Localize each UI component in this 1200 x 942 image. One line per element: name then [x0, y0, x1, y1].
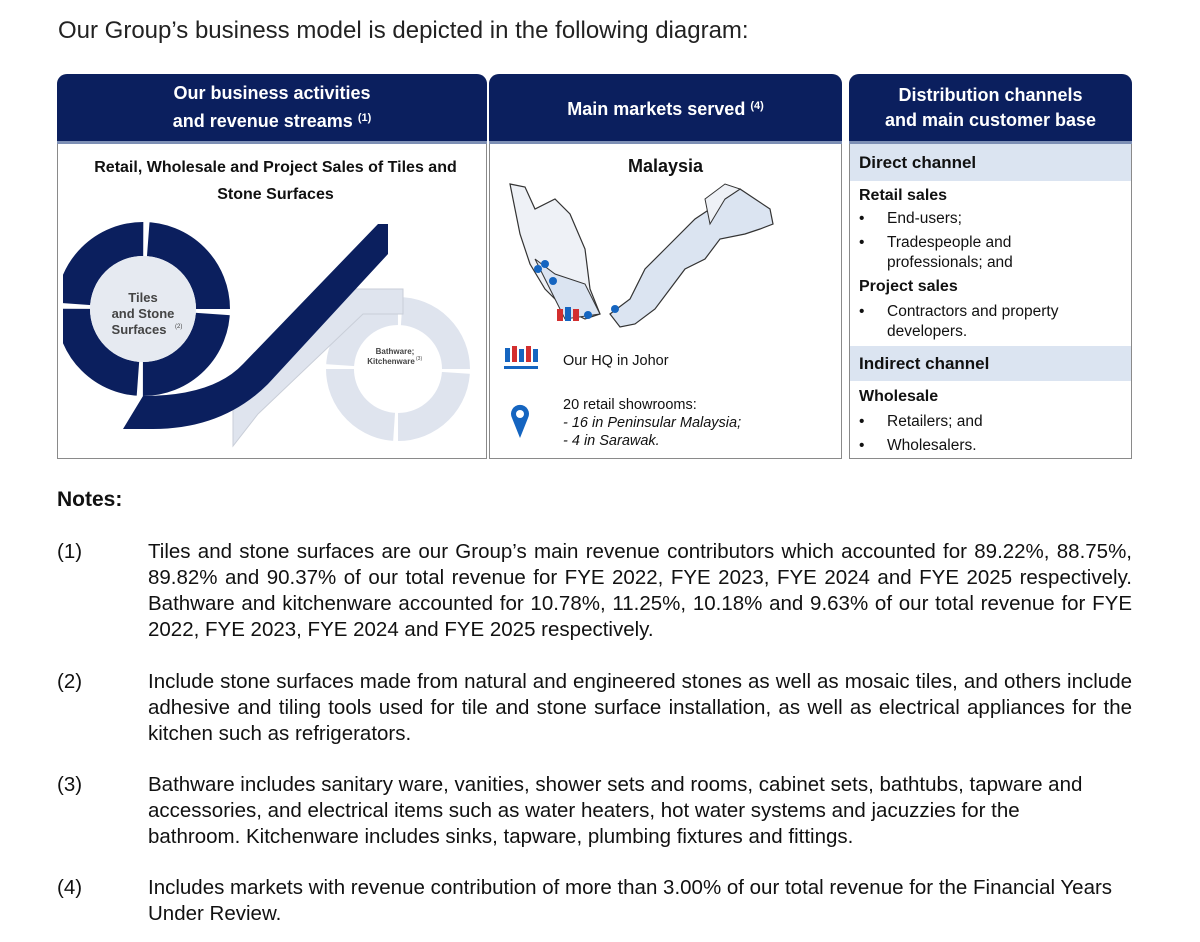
direct-channel-bar: Direct channel: [850, 144, 1131, 181]
business-activities-panel: Our business activities and revenue strea…: [57, 74, 487, 459]
note-text: Bathware includes sanitary ware, vanitie…: [148, 773, 1083, 848]
indirect-channel-bar: Indirect channel: [850, 346, 1131, 381]
note-text: Includes markets with revenue contributi…: [148, 876, 1113, 925]
bullet-text: Contractors and property developers.: [887, 303, 1059, 340]
note-number: (1): [57, 540, 83, 563]
note-number: (3): [57, 773, 83, 796]
note-number: (4): [57, 876, 83, 899]
location-pin-icon: [510, 402, 530, 445]
showroom-pins: [534, 260, 619, 319]
note-text: Include stone surfaces made from natural…: [148, 670, 1132, 745]
note-2: (2) Include stone surfaces made from natu…: [57, 669, 1132, 747]
ring-label: Tiles: [128, 290, 157, 305]
revenue-streams-diagram: Tiles and Stone Surfaces (2) Bathware; K…: [63, 221, 471, 448]
bathware-ring: [325, 296, 471, 442]
showrooms-item: - 4 in Sarawak.: [563, 433, 660, 449]
header-line: and main customer base: [884, 109, 1097, 130]
header-line: Main markets served: [567, 98, 746, 119]
navy-band: [123, 224, 388, 429]
bullet-text: Retailers; and: [887, 413, 983, 430]
bullet-item: • Contractors and property developers.: [859, 302, 1109, 342]
note-text: Tiles and stone surfaces are our Group’s…: [148, 540, 1132, 641]
bullet-text: Tradespeople and professionals; and: [887, 234, 1013, 271]
header-line: Our business activities: [173, 83, 371, 103]
showrooms-title: 20 retail showrooms:: [563, 397, 697, 413]
footnote-ref: (1): [357, 112, 372, 124]
panel-header: Our business activities and revenue strea…: [57, 74, 487, 144]
bullet-item: • Wholesalers.: [859, 437, 977, 454]
header-line: Distribution channels: [898, 84, 1083, 105]
bullet-item: • End-users;: [859, 210, 962, 227]
bullet-item: • Tradespeople and professionals; and: [859, 233, 1089, 273]
note-number: (2): [57, 670, 83, 693]
notes-title: Notes:: [57, 488, 123, 511]
distribution-channels-panel: Distribution channels and main customer b…: [849, 74, 1132, 459]
ring-label: Bathware;: [376, 347, 415, 356]
note-3: (3) Bathware includes sanitary ware, vani…: [57, 772, 1107, 850]
note-4: (4) Includes markets with revenue contrib…: [57, 875, 1132, 927]
malaysia-map: [509, 183, 774, 328]
ring-label: Kitchenware: [367, 357, 415, 366]
showrooms-item: - 16 in Peninsular Malaysia;: [563, 415, 742, 431]
main-markets-panel: Main markets served (4) Malaysia Our HQ …: [489, 74, 842, 459]
panel-header: Main markets served (4): [489, 74, 842, 144]
footnote-ref: (2): [175, 324, 182, 330]
retail-sales-label: Retail sales: [859, 187, 948, 204]
header-line: and revenue streams: [172, 111, 353, 131]
tiles-ring: [63, 221, 231, 397]
hq-logo-icon: [502, 344, 540, 374]
intro-text: Our Group’s business model is depicted i…: [58, 17, 749, 44]
hq-label: Our HQ in Johor: [563, 353, 669, 369]
ring-label: Surfaces: [112, 322, 167, 337]
footnote-ref: (4): [750, 99, 764, 112]
bullet-text: End-users;: [887, 210, 962, 227]
bullet-text: Wholesalers.: [887, 437, 977, 454]
project-sales-label: Project sales: [859, 278, 958, 295]
bullet-item: • Retailers; and: [859, 413, 983, 430]
panel-header: Distribution channels and main customer b…: [849, 74, 1132, 144]
wholesale-label: Wholesale: [859, 388, 939, 405]
panel-subtitle: Retail, Wholesale and Project Sales of T…: [94, 159, 457, 203]
footnote-ref: (3): [416, 356, 422, 362]
note-1: (1) Tiles and stone surfaces are our Grou…: [57, 539, 1132, 643]
ring-label: and Stone: [112, 306, 175, 321]
showrooms-info: 20 retail showrooms: - 16 in Peninsular …: [563, 396, 741, 450]
country-label: Malaysia: [627, 156, 704, 176]
hq-logo-on-map: [557, 307, 579, 321]
